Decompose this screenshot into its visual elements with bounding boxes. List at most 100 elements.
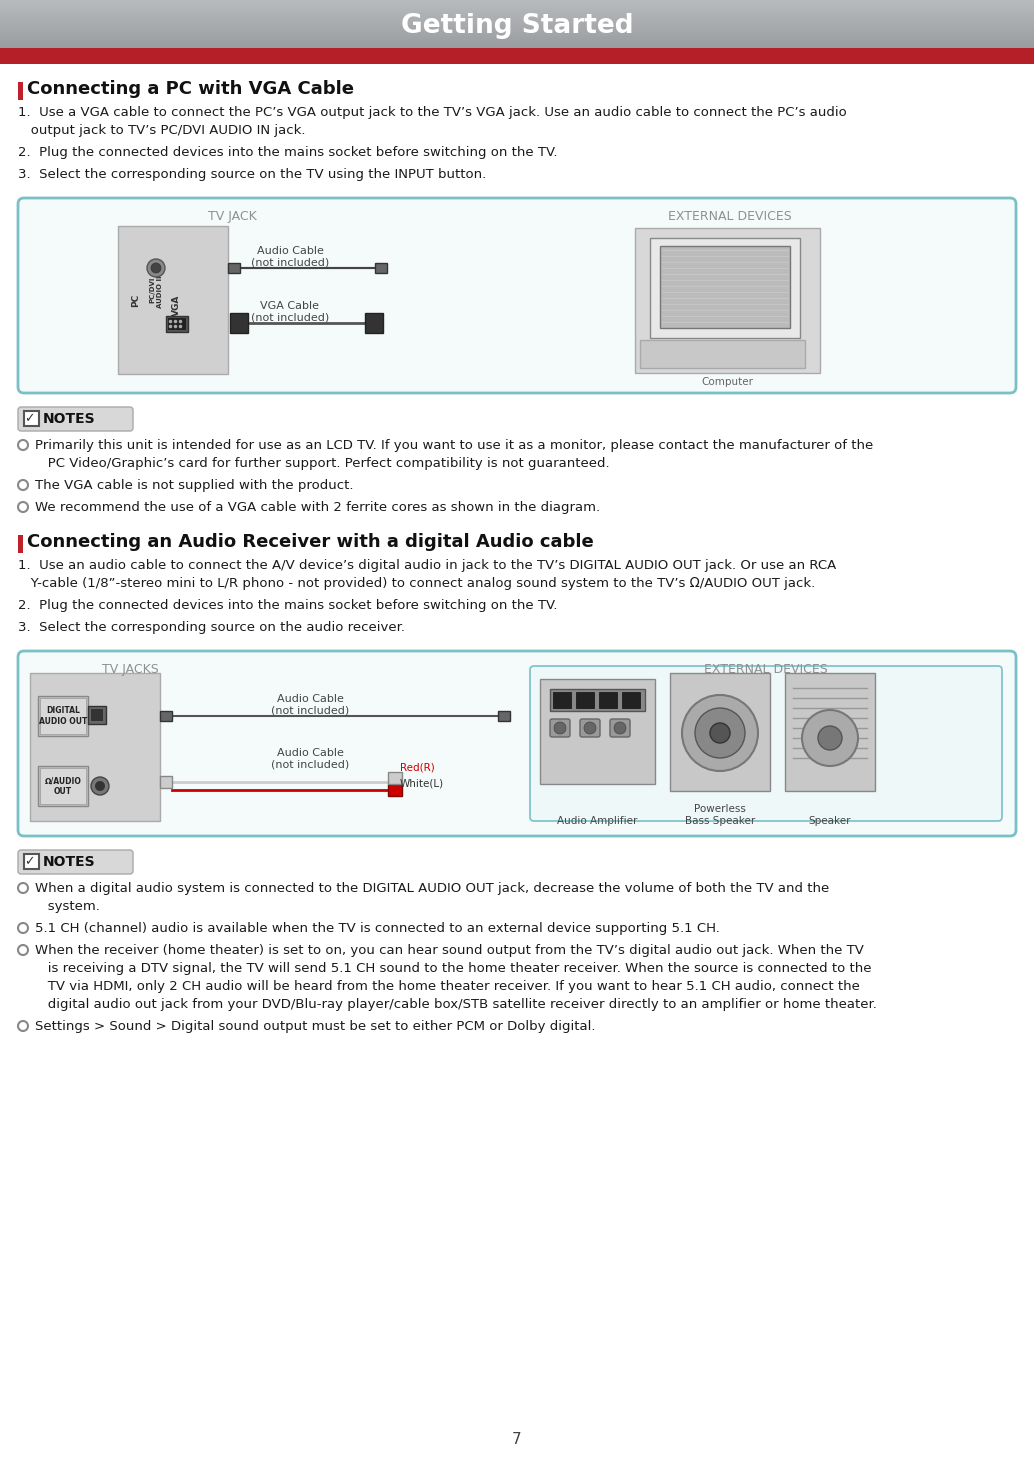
Bar: [0, 26, 1034, 29]
Text: When the receiver (home theater) is set to on, you can hear sound output from th: When the receiver (home theater) is set …: [35, 945, 863, 956]
Text: Computer: Computer: [701, 377, 753, 387]
Text: 1.  Use an audio cable to connect the A/V device’s digital audio in jack to the : 1. Use an audio cable to connect the A/V…: [18, 559, 837, 572]
Text: NOTES: NOTES: [43, 856, 95, 869]
FancyBboxPatch shape: [580, 718, 600, 737]
Bar: [0, 35, 1034, 36]
Bar: [91, 710, 103, 721]
Bar: [0, 45, 1034, 47]
Circle shape: [91, 777, 109, 796]
Circle shape: [695, 708, 746, 758]
Text: White(L): White(L): [400, 780, 445, 788]
Bar: [0, 13, 1034, 16]
Text: Audio Amplifier: Audio Amplifier: [557, 816, 638, 826]
Bar: [0, 7, 1034, 9]
Bar: [0, 34, 1034, 35]
Bar: [229, 263, 240, 273]
Bar: [0, 31, 1034, 32]
Bar: [0, 18, 1034, 19]
Bar: [576, 692, 594, 708]
Bar: [168, 318, 186, 330]
Bar: [0, 23, 1034, 26]
Bar: [599, 692, 617, 708]
Text: VGA: VGA: [172, 295, 181, 315]
Bar: [160, 711, 172, 721]
Bar: [498, 711, 510, 721]
Text: Audio Cable
(not included): Audio Cable (not included): [271, 748, 349, 769]
Bar: [0, 20, 1034, 22]
Bar: [0, 1, 1034, 3]
Text: Primarily this unit is intended for use as an LCD TV. If you want to use it as a: Primarily this unit is intended for use …: [35, 439, 874, 453]
Bar: [540, 679, 655, 784]
Bar: [40, 698, 86, 734]
Bar: [0, 44, 1034, 47]
Bar: [0, 4, 1034, 7]
Bar: [38, 766, 88, 806]
FancyBboxPatch shape: [18, 407, 133, 431]
Text: 5.1 CH (channel) audio is available when the TV is connected to an external devi: 5.1 CH (channel) audio is available when…: [35, 923, 720, 934]
Bar: [0, 42, 1034, 44]
Bar: [0, 29, 1034, 32]
Circle shape: [147, 258, 165, 277]
Text: Connecting a PC with VGA Cable: Connecting a PC with VGA Cable: [27, 80, 354, 98]
Bar: [0, 47, 1034, 48]
Text: Settings > Sound > Digital sound output must be set to either PCM or Dolby digit: Settings > Sound > Digital sound output …: [35, 1021, 596, 1034]
FancyBboxPatch shape: [18, 850, 133, 875]
Bar: [640, 340, 805, 368]
Bar: [0, 23, 1034, 25]
Text: 7: 7: [512, 1432, 522, 1447]
Text: ✓: ✓: [24, 856, 34, 869]
Bar: [785, 673, 875, 791]
Bar: [0, 13, 1034, 15]
Text: PC Video/Graphic’s card for further support. Perfect compatibility is not guaran: PC Video/Graphic’s card for further supp…: [35, 457, 610, 470]
Bar: [18, 82, 23, 99]
Circle shape: [802, 710, 858, 766]
Bar: [18, 534, 23, 553]
Bar: [0, 15, 1034, 16]
Bar: [0, 18, 1034, 20]
Bar: [550, 689, 645, 711]
Bar: [166, 315, 188, 331]
Bar: [650, 238, 800, 339]
Bar: [0, 19, 1034, 20]
Text: system.: system.: [35, 899, 100, 912]
FancyBboxPatch shape: [550, 718, 570, 737]
Circle shape: [95, 781, 105, 791]
Bar: [0, 36, 1034, 38]
Text: TV via HDMI, only 2 CH audio will be heard from the home theater receiver. If yo: TV via HDMI, only 2 CH audio will be hea…: [35, 980, 860, 993]
Text: 3.  Select the corresponding source on the audio receiver.: 3. Select the corresponding source on th…: [18, 620, 405, 634]
Bar: [230, 312, 248, 333]
Bar: [0, 4, 1034, 6]
Bar: [0, 38, 1034, 39]
Text: PC: PC: [131, 293, 141, 307]
Bar: [0, 47, 1034, 50]
Text: We recommend the use of a VGA cable with 2 ferrite cores as shown in the diagram: We recommend the use of a VGA cable with…: [35, 501, 600, 514]
Bar: [670, 673, 770, 791]
Bar: [660, 245, 790, 328]
Circle shape: [614, 723, 626, 734]
Bar: [0, 0, 1034, 1]
Bar: [38, 696, 88, 736]
FancyBboxPatch shape: [530, 666, 1002, 821]
Bar: [388, 784, 402, 796]
Text: EXTERNAL DEVICES: EXTERNAL DEVICES: [668, 210, 792, 223]
Text: 3.  Select the corresponding source on the TV using the INPUT button.: 3. Select the corresponding source on th…: [18, 168, 486, 181]
Text: PC/DVI
AUDIO IN: PC/DVI AUDIO IN: [150, 272, 162, 308]
Circle shape: [554, 723, 566, 734]
Bar: [0, 26, 1034, 28]
Bar: [375, 263, 387, 273]
Bar: [0, 3, 1034, 4]
Bar: [0, 9, 1034, 10]
FancyBboxPatch shape: [610, 718, 630, 737]
Text: The VGA cable is not supplied with the product.: The VGA cable is not supplied with the p…: [35, 479, 354, 492]
Bar: [0, 48, 1034, 64]
Bar: [0, 20, 1034, 23]
Bar: [160, 777, 172, 788]
Text: output jack to TV’s PC/DVI AUDIO IN jack.: output jack to TV’s PC/DVI AUDIO IN jack…: [18, 124, 305, 137]
Bar: [0, 28, 1034, 29]
Text: Getting Started: Getting Started: [401, 13, 633, 39]
FancyBboxPatch shape: [18, 199, 1016, 393]
Bar: [622, 692, 640, 708]
Text: EXTERNAL DEVICES: EXTERNAL DEVICES: [704, 663, 828, 676]
Bar: [0, 29, 1034, 31]
Text: ✓: ✓: [24, 413, 34, 425]
